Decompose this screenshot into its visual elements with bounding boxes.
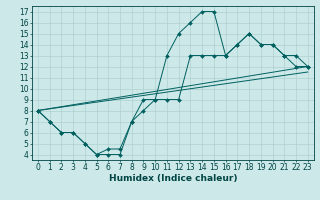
X-axis label: Humidex (Indice chaleur): Humidex (Indice chaleur)	[108, 174, 237, 183]
